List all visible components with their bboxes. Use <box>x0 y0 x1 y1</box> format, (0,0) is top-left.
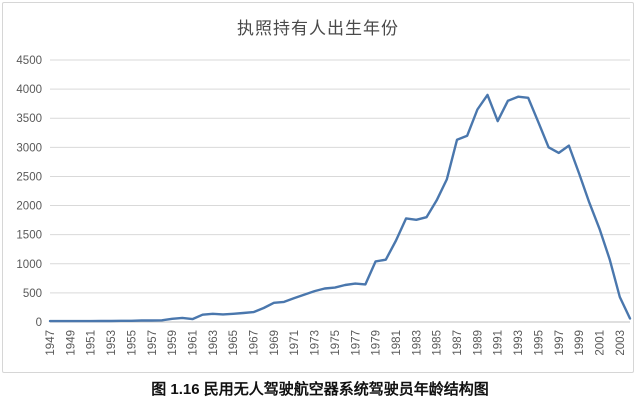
y-tick-label: 2000 <box>16 201 42 213</box>
x-tick-label: 1979 <box>371 330 383 356</box>
y-tick-label: 3000 <box>16 142 42 154</box>
x-tick-label: 1983 <box>411 330 423 356</box>
y-tick-label: 3500 <box>16 113 42 125</box>
data-line-series <box>48 93 632 323</box>
x-tick-label: 1995 <box>533 330 545 356</box>
x-tick-label: 1993 <box>513 330 525 356</box>
x-tick-label: 1977 <box>350 330 362 356</box>
x-tick-label: 1947 <box>45 330 57 356</box>
x-tick-label: 1957 <box>147 330 159 356</box>
x-tick-label: 2001 <box>594 330 606 356</box>
y-tick-label: 0 <box>36 317 42 329</box>
x-tick-label: 1959 <box>167 330 179 356</box>
x-tick-label: 1961 <box>187 330 199 356</box>
chart-title: 执照持有人出生年份 <box>237 19 399 38</box>
y-tick-label: 4500 <box>16 55 42 67</box>
x-tick-label: 1967 <box>249 330 261 356</box>
x-tick-label: 1963 <box>208 330 220 356</box>
x-tick-label: 1953 <box>106 330 118 356</box>
x-tick-label: 1951 <box>86 330 98 356</box>
x-tick-label: 1997 <box>554 330 566 356</box>
y-tick-label: 4000 <box>16 84 42 96</box>
chart-panel: 执照持有人出生年份 0 500 1000 1500 2000 2500 3000 3500 40… <box>2 2 634 373</box>
x-tick-label: 1989 <box>472 330 484 356</box>
y-tick-label: 500 <box>23 288 42 300</box>
x-tick-label: 2003 <box>615 330 627 356</box>
line-chart-svg: 0 500 1000 1500 2000 2500 3000 3500 4000 4500 1947… <box>16 55 632 356</box>
x-tick-label: 1987 <box>452 330 464 356</box>
x-tick-label: 1999 <box>574 330 586 356</box>
x-tick-label: 1949 <box>65 330 77 356</box>
figure-caption: 图 1.16 民用无人驾驶航空器系统驾驶员年龄结构图 <box>151 381 489 398</box>
x-tick-label: 1985 <box>432 330 444 356</box>
x-tick-label: 1969 <box>269 330 281 356</box>
y-tick-label: 2500 <box>16 171 42 183</box>
x-tick-label: 1973 <box>310 330 322 356</box>
x-tick-label: 1971 <box>289 330 301 356</box>
y-tick-label: 1500 <box>16 230 42 242</box>
x-tick-label: 1981 <box>391 330 403 356</box>
x-tick-label: 1991 <box>493 330 505 356</box>
x-tick-label: 1975 <box>330 330 342 356</box>
x-tick-label: 1955 <box>126 330 138 356</box>
y-tick-label: 1000 <box>16 259 42 271</box>
x-tick-label: 1965 <box>228 330 240 356</box>
